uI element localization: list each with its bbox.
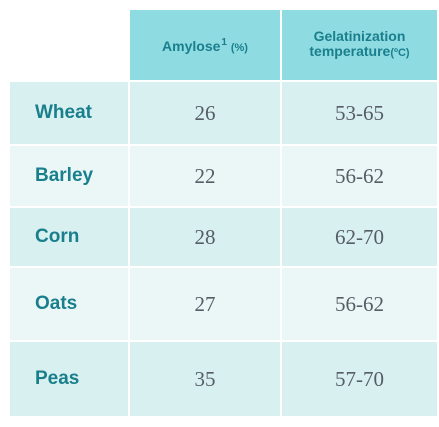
table-row: Barley 22 56-62	[10, 146, 437, 206]
amylose-footnote-marker: 1	[221, 36, 227, 48]
gelatinization-value: 57-70	[282, 342, 437, 416]
grain-name: Barley	[10, 146, 128, 206]
grain-name: Peas	[10, 342, 128, 416]
table-row: Oats 27 56-62	[10, 268, 437, 340]
gelatinization-value: 56-62	[282, 268, 437, 340]
amylose-value: 27	[130, 268, 280, 340]
grain-name: Corn	[10, 208, 128, 266]
header-corner-cell	[10, 10, 128, 80]
gelatinization-header-line2: temperature	[309, 43, 391, 59]
table-row: Peas 35 57-70	[10, 342, 437, 416]
amylose-value: 26	[130, 82, 280, 144]
table-header-row: Amylose1 (%) Gelatinization temperature(…	[10, 10, 437, 80]
gelatinization-value: 62-70	[282, 208, 437, 266]
gelatinization-header-unit: (ºC)	[390, 47, 410, 59]
gelatinization-column-header: Gelatinization temperature(ºC)	[282, 10, 437, 80]
amylose-header-unit: (%)	[230, 41, 248, 54]
grain-name: Oats	[10, 268, 128, 340]
amylose-value: 35	[130, 342, 280, 416]
table-row: Corn 28 62-70	[10, 208, 437, 266]
grain-name: Wheat	[10, 82, 128, 144]
amylose-column-header: Amylose1 (%)	[130, 10, 280, 80]
gelatinization-value: 56-62	[282, 146, 437, 206]
amylose-header-label: Amylose	[162, 37, 221, 54]
grain-properties-table: Amylose1 (%) Gelatinization temperature(…	[10, 10, 437, 416]
amylose-value: 22	[130, 146, 280, 206]
table-row: Wheat 26 53-65	[10, 82, 437, 144]
gelatinization-value: 53-65	[282, 82, 437, 144]
gelatinization-header-line1: Gelatinization	[313, 28, 406, 44]
amylose-value: 28	[130, 208, 280, 266]
